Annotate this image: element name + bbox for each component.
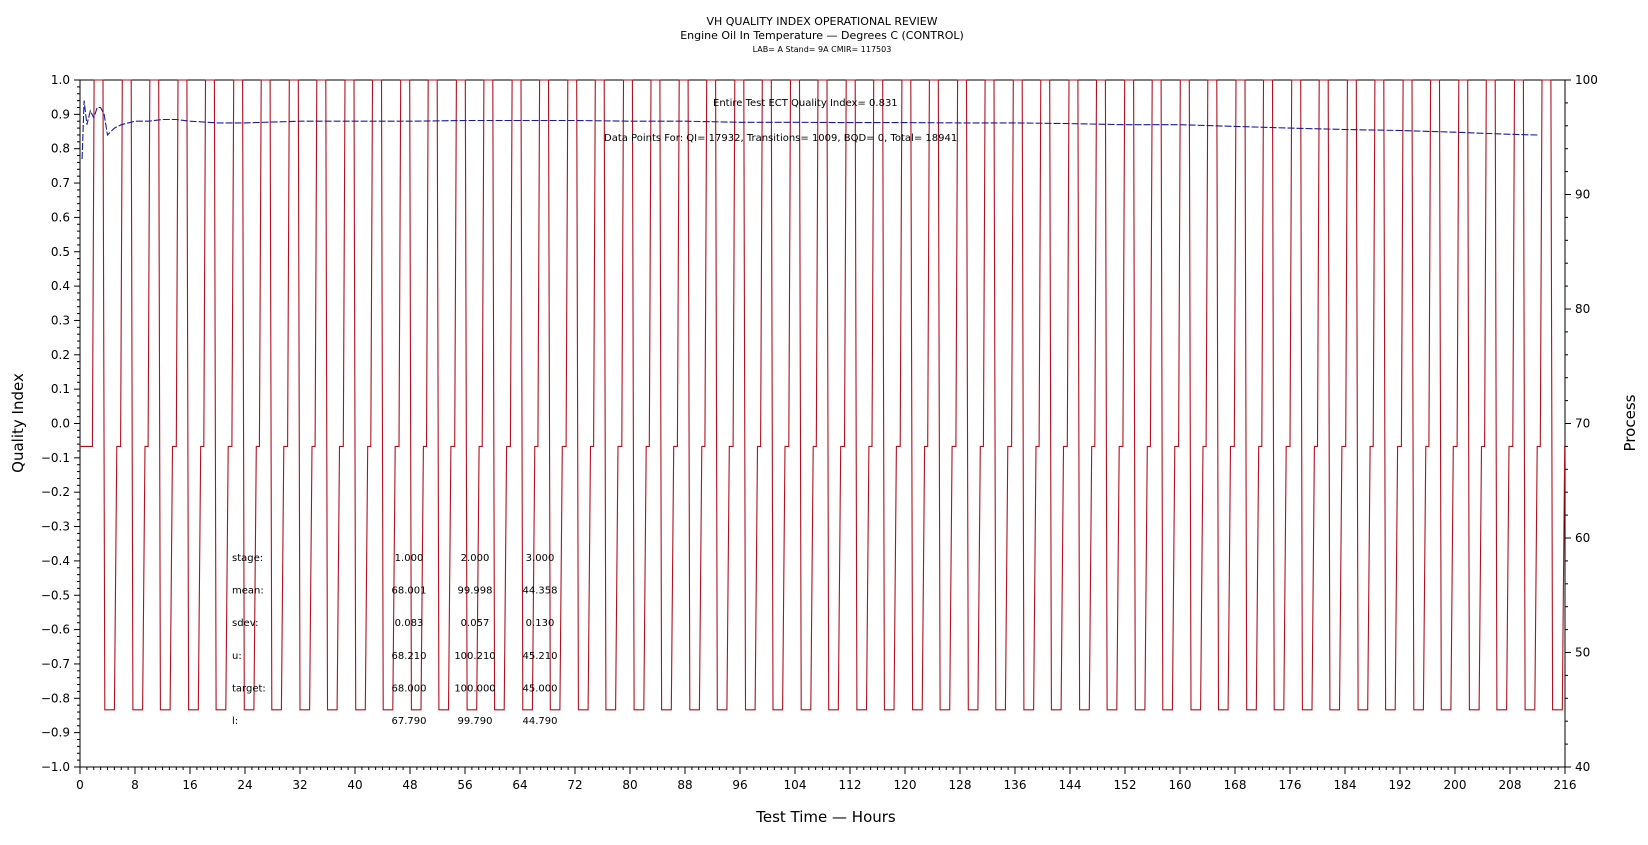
x-tick-label: 120 xyxy=(894,778,917,792)
stats-cell: 0.130 xyxy=(526,618,555,629)
stats-cell: 0.083 xyxy=(395,618,424,629)
stats-cell: 67.790 xyxy=(392,716,427,727)
y-tick-label: 0.9 xyxy=(51,107,70,121)
y2-tick-label: 80 xyxy=(1575,302,1590,316)
x-tick-label: 64 xyxy=(512,778,527,792)
stats-row-label: target: xyxy=(232,683,266,694)
y-tick-label: −0.3 xyxy=(41,520,70,534)
y-tick-label: −0.9 xyxy=(41,726,70,740)
y-tick-label: −0.1 xyxy=(41,451,70,465)
y-tick-label: 0.3 xyxy=(51,313,70,327)
x-tick-label: 176 xyxy=(1279,778,1302,792)
stats-cell: 44.358 xyxy=(523,586,558,597)
y-tick-label: 0.0 xyxy=(51,417,70,431)
x-tick-label: 136 xyxy=(1004,778,1027,792)
x-tick-label: 192 xyxy=(1389,778,1412,792)
quality-index-line xyxy=(81,100,1538,160)
x-tick-label: 128 xyxy=(949,778,972,792)
y-tick-label: 0.4 xyxy=(51,279,70,293)
stats-cell: 68.000 xyxy=(392,683,427,694)
stats-cell: 99.998 xyxy=(458,586,493,597)
x-tick-label: 24 xyxy=(237,778,252,792)
stats-cell: 44.790 xyxy=(523,716,558,727)
x-tick-label: 8 xyxy=(131,778,139,792)
x-tick-label: 112 xyxy=(839,778,862,792)
y-tick-label: 0.7 xyxy=(51,176,70,190)
x-tick-label: 32 xyxy=(292,778,307,792)
stats-cell: 45.000 xyxy=(523,683,558,694)
x-tick-label: 160 xyxy=(1169,778,1192,792)
stats-cell: 100.000 xyxy=(454,683,495,694)
y-tick-label: −1.0 xyxy=(41,760,70,774)
stats-cell: 1.000 xyxy=(395,553,424,564)
y-tick-label: 0.5 xyxy=(51,245,70,259)
y2-axis-label: Process xyxy=(1621,394,1639,451)
data-points-annotation: Data Points For: QI= 17932, Transitions=… xyxy=(604,133,957,144)
x-tick-label: 80 xyxy=(622,778,637,792)
stats-cell: 0.057 xyxy=(461,618,490,629)
quality-index-annotation: Entire Test ECT Quality Index= 0.831 xyxy=(713,98,898,109)
y-tick-label: 0.1 xyxy=(51,382,70,396)
stats-cell: 68.001 xyxy=(392,586,427,597)
stats-cell: 100.210 xyxy=(454,651,495,662)
stats-cell: 2.000 xyxy=(461,553,490,564)
stats-row-label: sdev: xyxy=(232,618,258,629)
y2-tick-label: 70 xyxy=(1575,417,1590,431)
x-tick-label: 216 xyxy=(1554,778,1577,792)
y-tick-label: −0.5 xyxy=(41,588,70,602)
x-tick-label: 144 xyxy=(1059,778,1082,792)
quality-index-series-group xyxy=(81,100,1538,160)
y-tick-label: −0.4 xyxy=(41,554,70,568)
x-tick-label: 104 xyxy=(784,778,807,792)
x-tick-label: 200 xyxy=(1444,778,1467,792)
x-tick-label: 208 xyxy=(1499,778,1522,792)
y-axis-right: 100 90 80 70 60 50 40 xyxy=(1565,73,1598,774)
x-tick-label: 56 xyxy=(457,778,472,792)
y2-tick-label: 40 xyxy=(1575,760,1590,774)
stats-row-label: stage: xyxy=(232,553,263,564)
y-tick-label: −0.2 xyxy=(41,485,70,499)
stats-row-label: mean: xyxy=(232,586,264,597)
x-tick-label: 184 xyxy=(1334,778,1357,792)
y-tick-label: 0.6 xyxy=(51,210,70,224)
stats-row-label: u: xyxy=(232,651,242,662)
y-tick-label: −0.7 xyxy=(41,657,70,671)
stats-cell: 68.210 xyxy=(392,651,427,662)
y-tick-label: −0.6 xyxy=(41,623,70,637)
title-block: VH QUALITY INDEX OPERATIONAL REVIEW Engi… xyxy=(680,15,964,54)
x-tick-label: 168 xyxy=(1224,778,1247,792)
stage-statistics-table: stage: 1.000 2.000 3.000 mean: 68.001 99.998 44… xyxy=(232,553,558,727)
y2-tick-label: 50 xyxy=(1575,646,1590,660)
process-temperature-line xyxy=(80,79,1566,711)
x-tick-label: 152 xyxy=(1114,778,1137,792)
chart-title: VH QUALITY INDEX OPERATIONAL REVIEW xyxy=(706,15,937,28)
x-tick-label: 88 xyxy=(677,778,692,792)
stats-cell: 3.000 xyxy=(526,553,555,564)
x-axis-label: Test Time — Hours xyxy=(755,808,896,826)
x-tick-label: 0 xyxy=(76,778,84,792)
plot-frame xyxy=(79,79,1566,768)
x-axis: 0 8 16 24 32 40 48 56 64 72 80 88 96 104 112 120 128 136 1… xyxy=(76,767,1576,792)
x-tick-label: 48 xyxy=(402,778,417,792)
stats-cell: 45.210 xyxy=(523,651,558,662)
y-axis-label: Quality Index xyxy=(9,373,27,473)
chart-subtitle-2: LAB= A Stand= 9A CMIR= 117503 xyxy=(753,45,892,54)
stats-cell: 99.790 xyxy=(458,716,493,727)
y-tick-label: −0.8 xyxy=(41,691,70,705)
x-tick-label: 16 xyxy=(182,778,197,792)
process-series-group xyxy=(80,79,1566,711)
x-tick-label: 96 xyxy=(732,778,747,792)
y2-tick-label: 60 xyxy=(1575,531,1590,545)
chart-subtitle: Engine Oil In Temperature — Degrees C (C… xyxy=(680,29,964,42)
y-tick-label: 0.2 xyxy=(51,348,70,362)
y2-tick-label: 100 xyxy=(1575,73,1598,87)
y-tick-label: 0.8 xyxy=(51,142,70,156)
x-tick-label: 72 xyxy=(567,778,582,792)
y-axis-left: 1.0 0.9 0.8 0.7 0.6 0.5 0.4 0.3 0.2 0.1 0.0 −0.1 −0.… xyxy=(41,73,80,774)
y2-tick-label: 90 xyxy=(1575,188,1590,202)
x-tick-label: 40 xyxy=(347,778,362,792)
stats-row-label: l: xyxy=(232,716,238,727)
y-tick-label: 1.0 xyxy=(51,73,70,87)
